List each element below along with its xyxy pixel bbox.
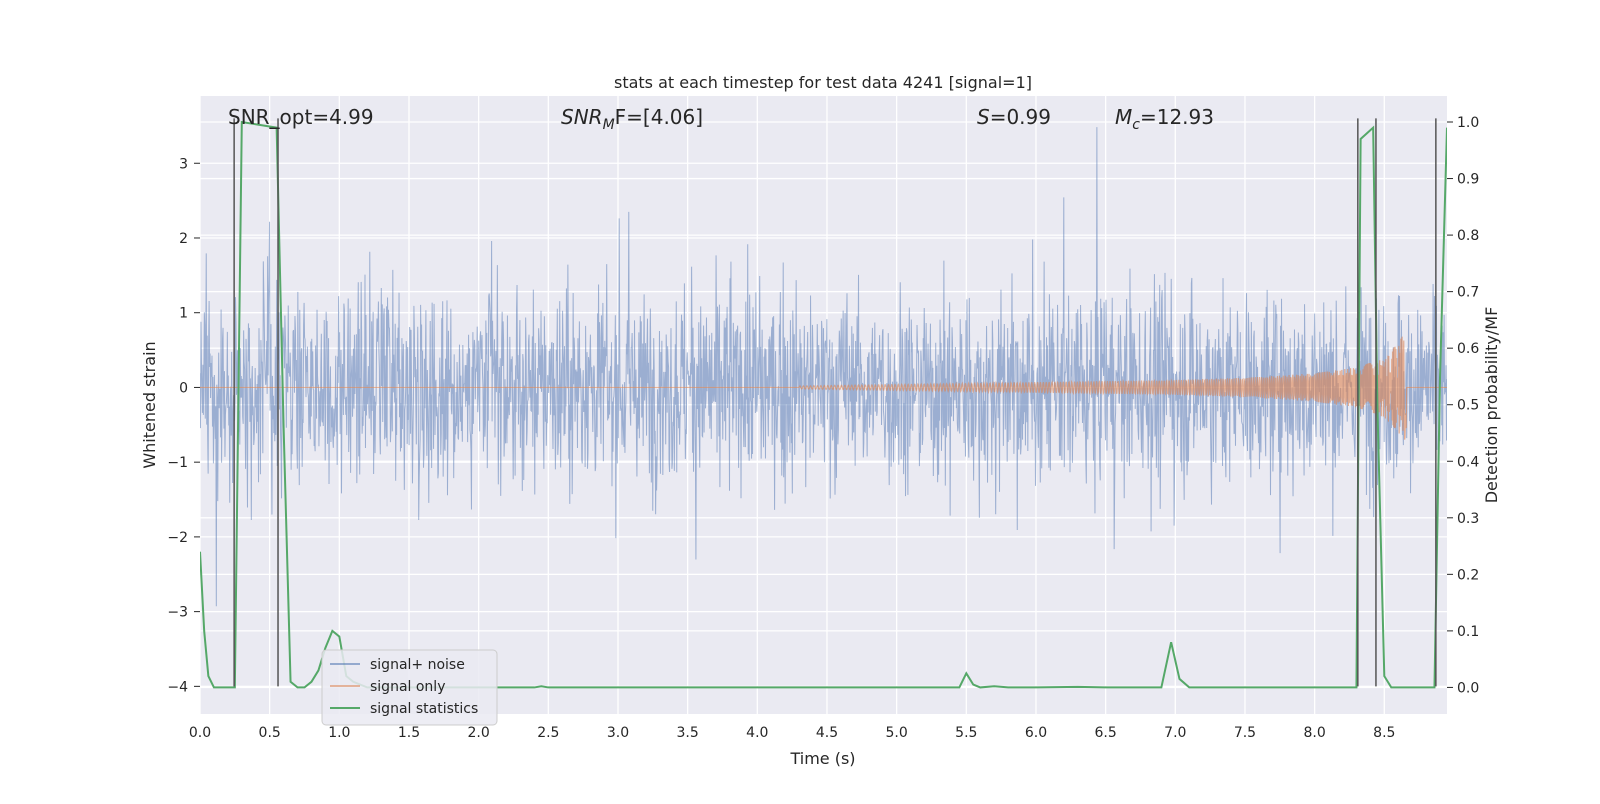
mc-sub: c xyxy=(1132,117,1140,133)
s-prefix: S xyxy=(977,105,990,129)
y-tick-label-right: 0.7 xyxy=(1457,285,1479,301)
x-tick-label: 7.0 xyxy=(1164,725,1186,741)
x-tick-label: 8.5 xyxy=(1373,725,1395,741)
y-tick-label-right: 0.9 xyxy=(1457,172,1479,188)
y-tick-label-right: 0.4 xyxy=(1457,454,1479,470)
annotation-mc: Mc=12.93 xyxy=(1115,105,1214,133)
x-tick-label: 1.5 xyxy=(398,725,420,741)
x-tick-label: 3.5 xyxy=(677,725,699,741)
chart-title: stats at each timestep for test data 424… xyxy=(614,73,1032,92)
x-tick-label: 5.0 xyxy=(886,725,908,741)
mc-prefix: M xyxy=(1115,105,1132,129)
x-tick-label: 1.0 xyxy=(328,725,350,741)
y-axis-label-left: Whitened strain xyxy=(140,341,159,468)
y-tick-label-right: 0.3 xyxy=(1457,511,1479,527)
y-tick-label-right: 0.8 xyxy=(1457,228,1479,244)
legend-box xyxy=(321,649,498,726)
y-tick-label-right: 0.5 xyxy=(1457,398,1479,414)
x-tick-label: 8.0 xyxy=(1304,725,1326,741)
tick-layer: 0.0 0.5 1.0 1.5 2.0 2.5 3.0 3.5 4.0 4.5 5.0 5.5 6.0 6… xyxy=(167,115,1479,741)
y-tick-label-left: −4 xyxy=(167,679,188,695)
series-signal-noise xyxy=(200,127,1447,607)
y-tick-label-left: 2 xyxy=(179,231,188,247)
series-signal-only xyxy=(200,336,1447,440)
y-tick-label-right: 0.0 xyxy=(1457,680,1479,696)
y-tick-label-left: 3 xyxy=(179,156,188,172)
vline-layer xyxy=(233,118,1437,687)
y-tick-label-left: −3 xyxy=(167,605,188,621)
y-axis-label-right: Detection probability/MF xyxy=(1482,307,1501,504)
snr-mf-sub: M xyxy=(603,117,615,133)
s-value: =0.99 xyxy=(990,105,1051,129)
annotation-snr-opt: SNR_opt=4.99 xyxy=(228,105,374,129)
x-tick-label: 6.5 xyxy=(1095,725,1117,741)
mc-value: =12.93 xyxy=(1140,105,1214,129)
x-tick-label: 4.5 xyxy=(816,725,838,741)
legend: signal+ noise signal only signal statist… xyxy=(321,649,498,726)
x-tick-label: 4.0 xyxy=(746,725,768,741)
snr-mf-suffix: F=[4.06] xyxy=(615,105,703,129)
y-tick-label-right: 1.0 xyxy=(1457,115,1479,131)
legend-label-noise: signal+ noise xyxy=(370,657,465,673)
x-tick-label: 2.0 xyxy=(468,725,490,741)
x-tick-label: 7.5 xyxy=(1234,725,1256,741)
legend-label-statistics: signal statistics xyxy=(370,701,478,717)
annotation-s: S=0.99 xyxy=(977,105,1051,129)
y-tick-label-right: 0.6 xyxy=(1457,341,1479,357)
x-tick-label: 3.0 xyxy=(607,725,629,741)
y-tick-label-right: 0.2 xyxy=(1457,567,1479,583)
x-tick-label: 0.0 xyxy=(189,725,211,741)
x-tick-label: 6.0 xyxy=(1025,725,1047,741)
legend-label-signal: signal only xyxy=(370,679,445,695)
y-tick-label-left: −2 xyxy=(167,530,188,546)
x-tick-label: 0.5 xyxy=(259,725,281,741)
x-axis-label: Time (s) xyxy=(789,749,855,768)
x-tick-label: 2.5 xyxy=(537,725,559,741)
y-tick-label-left: −1 xyxy=(167,455,188,471)
y-tick-label-left: 0 xyxy=(179,380,188,396)
x-tick-label: 5.5 xyxy=(955,725,977,741)
annotation-snr-mf: SNRMF=[4.06] xyxy=(561,105,703,133)
y-tick-label-left: 1 xyxy=(179,306,188,322)
y-tick-label-right: 0.1 xyxy=(1457,624,1479,640)
snr-mf-prefix: SNR xyxy=(561,105,603,129)
